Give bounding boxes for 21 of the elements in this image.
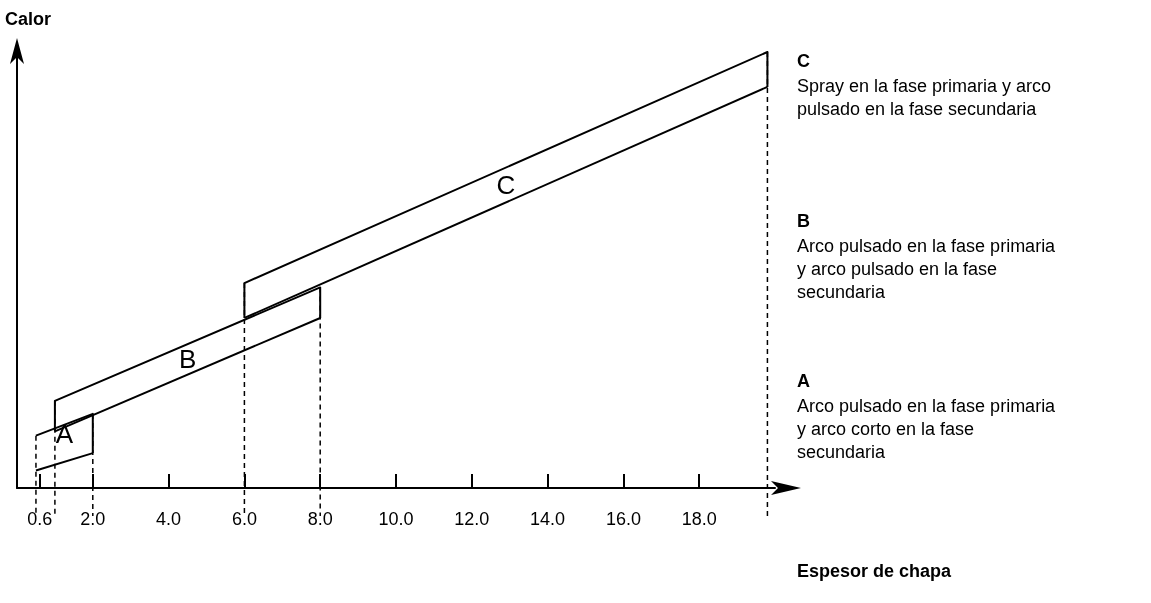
x-tick-label: 18.0: [681, 509, 717, 529]
x-tick-label: 4.0: [156, 509, 182, 529]
series-label: C: [496, 169, 516, 200]
x-tick-label: 8.0: [307, 509, 333, 529]
x-tick-label: 14.0: [530, 509, 566, 529]
text: B: [797, 211, 810, 231]
y-axis-title: Calor: [5, 9, 52, 29]
text: Spray en la fase primaria y arco pulsado en la fase secundaria: [797, 75, 1057, 119]
x-tick-label: 10.0: [378, 509, 414, 529]
text: A: [797, 371, 810, 391]
text: C: [797, 51, 810, 71]
series-label: B: [178, 344, 197, 375]
x-tick-label: 6.0: [231, 509, 257, 529]
text: Arco pulsado en la fase primaria y arco corto en la fase secundaria: [797, 395, 1061, 462]
series-label: A: [55, 418, 74, 449]
x-tick-label: 2.0: [80, 509, 106, 529]
text: Arco pulsado en la fase primaria y arco pulsado en la fase secundaria: [797, 235, 1061, 302]
x-tick-label: 12.0: [454, 509, 490, 529]
x-tick-label: 0.6: [27, 509, 53, 529]
x-axis-title: Espesor de chapa: [797, 561, 953, 581]
x-tick-label: 16.0: [605, 509, 641, 529]
